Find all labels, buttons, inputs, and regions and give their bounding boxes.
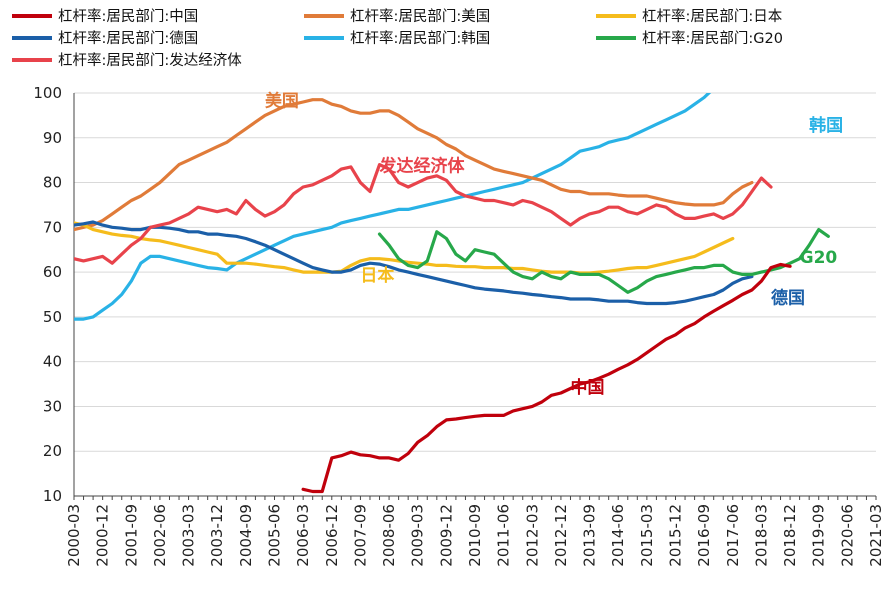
y-tick-label: 100 bbox=[33, 84, 62, 102]
x-tick-label: 2014-06 bbox=[609, 504, 627, 567]
x-tick-label: 2005-06 bbox=[266, 504, 284, 567]
legend-label: 杠杆率:居民部门:G20 bbox=[642, 30, 783, 47]
x-tick-label: 2020-06 bbox=[838, 504, 856, 567]
y-tick-label: 30 bbox=[43, 397, 62, 415]
x-tick-label: 2021-03 bbox=[867, 504, 885, 567]
x-tick-label: 2002-06 bbox=[151, 504, 169, 567]
series-annotation: G20 bbox=[800, 248, 838, 268]
x-tick-label: 2000-03 bbox=[65, 504, 83, 567]
x-tick-label: 2011-06 bbox=[495, 504, 513, 567]
x-tick-label: 2018-12 bbox=[781, 504, 799, 567]
series-line-4 bbox=[74, 93, 712, 321]
legend: 杠杆率:居民部门:中国 杠杆率:居民部门:美国 杠杆率:居民部门:日本杠杆率:居民部… bbox=[12, 8, 783, 69]
x-tick-label: 2015-03 bbox=[638, 504, 656, 567]
x-tick-label: 2018-03 bbox=[752, 504, 770, 567]
legend-label: 杠杆率:居民部门:韩国 bbox=[350, 30, 490, 47]
x-tick-label: 2007-09 bbox=[351, 504, 369, 567]
series-line-3 bbox=[74, 220, 754, 306]
y-tick-label: 80 bbox=[43, 174, 62, 192]
y-tick-label: 10 bbox=[43, 487, 62, 505]
gridlines bbox=[74, 92, 876, 452]
legend-label: 杠杆率:居民部门:美国 bbox=[350, 8, 490, 25]
legend-label: 杠杆率:居民部门:日本 bbox=[642, 8, 782, 25]
x-tick-label: 2017-06 bbox=[724, 504, 742, 567]
series-line-2 bbox=[74, 221, 735, 275]
x-tick-label: 2000-12 bbox=[94, 504, 112, 567]
y-tick-label: 60 bbox=[43, 263, 62, 281]
series-line-1 bbox=[74, 98, 754, 232]
series-annotation: 美国 bbox=[265, 90, 299, 111]
x-tick-label: 2001-09 bbox=[122, 504, 140, 567]
series-annotation: 中国 bbox=[570, 377, 604, 398]
series-annotation: 日本 bbox=[360, 265, 394, 286]
x-tick-label: 2004-09 bbox=[237, 504, 255, 567]
series-annotation: 德国 bbox=[771, 287, 805, 308]
x-tick-label: 2010-09 bbox=[466, 504, 484, 567]
x-tick-label: 2006-03 bbox=[294, 504, 312, 567]
x-tick-label: 2013-09 bbox=[581, 504, 599, 567]
y-tick-label: 40 bbox=[43, 353, 62, 371]
y-tick-label: 20 bbox=[43, 442, 62, 460]
y-tick-label: 90 bbox=[43, 129, 62, 147]
x-tick-label: 2009-12 bbox=[437, 504, 455, 567]
x-tick-label: 2012-03 bbox=[523, 504, 541, 567]
x-tick-label: 2003-03 bbox=[180, 504, 198, 567]
x-axis: 2000-03 2000-12 2001-09 2002-06 2003-03 2003-… bbox=[65, 495, 885, 567]
x-tick-label: 2009-03 bbox=[409, 504, 427, 567]
series-line-0 bbox=[301, 262, 792, 494]
series-line-6 bbox=[74, 163, 773, 265]
series-line-5 bbox=[377, 228, 830, 294]
x-tick-label: 2012-12 bbox=[552, 504, 570, 567]
legend-label: 杠杆率:居民部门:发达经济体 bbox=[58, 52, 242, 69]
series-annotation: 韩国 bbox=[809, 115, 843, 136]
x-tick-label: 2008-06 bbox=[380, 504, 398, 567]
series-lines bbox=[74, 93, 830, 494]
x-tick-label: 2016-09 bbox=[695, 504, 713, 567]
x-tick-label: 2019-09 bbox=[810, 504, 828, 567]
x-tick-label: 2003-12 bbox=[208, 504, 226, 567]
x-tick-label: 2015-12 bbox=[667, 504, 685, 567]
y-tick-label: 70 bbox=[43, 218, 62, 236]
x-tick-label: 2006-12 bbox=[323, 504, 341, 567]
y-axis: 100 90 80 70 60 50 40 30 20 10 bbox=[33, 84, 75, 505]
legend-label: 杠杆率:居民部门:中国 bbox=[58, 8, 198, 25]
legend-label: 杠杆率:居民部门:德国 bbox=[58, 30, 198, 47]
series-annotation: 发达经济体 bbox=[379, 155, 466, 176]
y-tick-label: 50 bbox=[43, 308, 62, 326]
